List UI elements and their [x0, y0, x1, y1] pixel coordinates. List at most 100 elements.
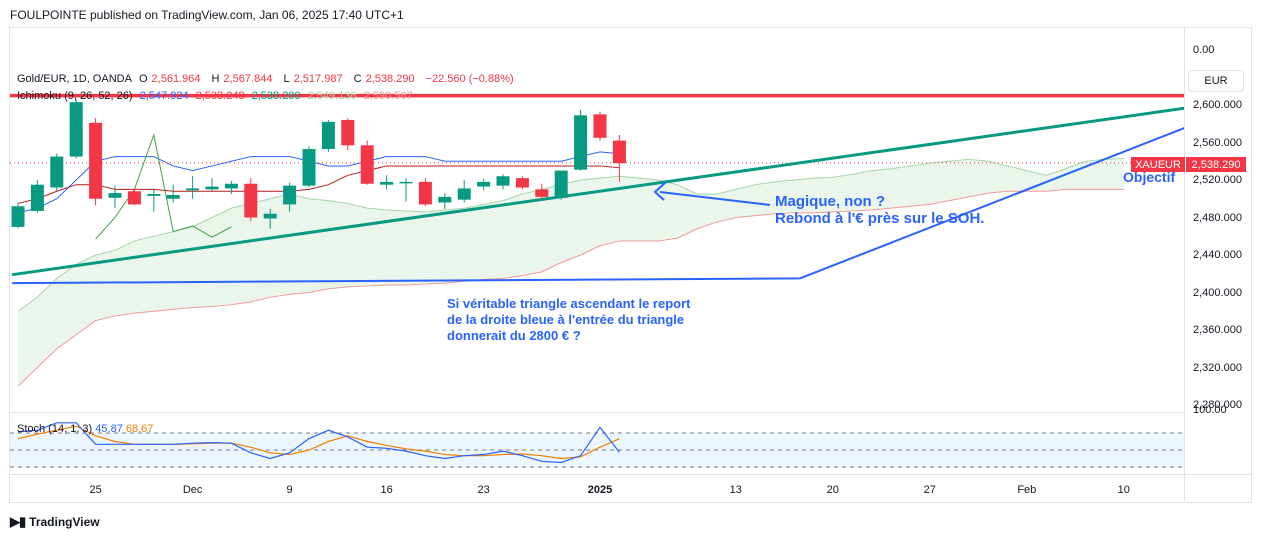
close-label: C	[353, 73, 362, 85]
time-tick-label: 25	[89, 484, 102, 496]
tv-logo-icon: ▶▮	[10, 514, 26, 529]
open-label: O	[138, 73, 148, 85]
close-value: 2,538.290	[365, 73, 415, 85]
candle-body	[11, 206, 25, 227]
candle-body	[360, 145, 374, 184]
candle-body	[321, 121, 335, 150]
ichimoku-tenkan	[17, 151, 620, 214]
candle-body	[283, 185, 297, 205]
time-tick-label: Feb	[1017, 484, 1037, 496]
price-tick-label: 2,560.000	[1193, 136, 1242, 149]
ichimoku-spana-value: 2,549.136	[307, 90, 357, 102]
ichimoku-cloud	[18, 158, 1124, 387]
time-tick-label: 27	[923, 484, 936, 496]
price-tick-label: 2,320.000	[1193, 361, 1242, 374]
candle-body	[418, 181, 432, 205]
currency-selector[interactable]: EUR	[1188, 70, 1244, 92]
candle-body	[244, 183, 258, 218]
candle-body	[515, 178, 529, 188]
stoch-tick-label: 100.00	[1193, 403, 1227, 416]
candle-body	[302, 149, 316, 186]
time-tick-label: 2025	[587, 484, 613, 496]
price-tick-label: 2,520.000	[1193, 174, 1242, 186]
ichimoku-span-b	[17, 188, 1124, 387]
candle-body	[477, 181, 491, 187]
time-tick-label: 16	[380, 484, 393, 496]
high-value: 2,567.844	[223, 73, 273, 85]
last-price-tag: 2,538.290	[1186, 157, 1246, 172]
candle-body	[69, 102, 83, 157]
candle-body	[399, 181, 413, 184]
price-tick-label: 2,360.000	[1193, 324, 1242, 336]
low-label: L	[283, 73, 290, 85]
candle-body	[224, 183, 238, 189]
stoch-k-line	[17, 422, 620, 464]
ohlc-high: H 2,567.844	[212, 73, 277, 85]
stoch-legend[interactable]: Stoch (14, 1, 3) 45.87 68.67	[17, 423, 153, 435]
candle-body	[147, 194, 161, 196]
ichimoku-lagging	[95, 133, 232, 240]
candle-body	[205, 186, 219, 190]
ichimoku-legend[interactable]: Ichimoku (9, 26, 52, 26) 2,547.924 2,533…	[17, 90, 417, 102]
publish-header: FOULPOINTE published on TradingView.com,…	[10, 8, 404, 22]
tv-brand-text: TradingView	[29, 515, 100, 529]
time-tick-label: 20	[826, 484, 839, 496]
candle-body	[496, 176, 510, 186]
annotation-objectif[interactable]: Objectif	[1123, 169, 1176, 185]
ichimoku-spanb-value: 2,590.567	[363, 90, 413, 102]
chart-frame	[9, 27, 1252, 503]
symbol-name[interactable]: Gold/EUR, 1D, OANDA	[17, 73, 132, 85]
symbol-price-tag: XAUEUR	[1131, 157, 1185, 172]
green-uptrend-trendline	[11, 106, 1184, 277]
ichimoku-tenkan-value: 2,547.924	[139, 90, 189, 102]
candle-body	[108, 193, 122, 198]
stoch-k-value: 45.87	[95, 423, 123, 435]
time-tick-label: 10	[1117, 484, 1130, 496]
price-axis-separator	[1184, 27, 1185, 503]
time-tick-label: Dec	[182, 484, 203, 496]
price-tick-label: 2,400.000	[1193, 286, 1242, 299]
candle-body	[554, 170, 568, 198]
low-value: 2,517.987	[293, 73, 343, 85]
stoch-d-value: 68.67	[125, 423, 154, 435]
annotation-magique[interactable]: Magique, non ? Rebond à l'€ près sur le …	[775, 193, 984, 227]
ichimoku-kijun-value: 2,533.248	[195, 90, 245, 102]
annotation-magique-line1: Magique, non ?	[775, 193, 885, 210]
time-axis-separator	[9, 474, 1252, 475]
price-tick-label: 2,600.000	[1193, 99, 1242, 111]
candle-body	[438, 196, 452, 203]
stoch-pane-separator	[9, 412, 1184, 413]
candle-body	[127, 191, 141, 205]
price-tick-label: 2,280.000	[1193, 399, 1242, 411]
ichimoku-span-a	[17, 157, 1124, 312]
ichimoku-kijun	[17, 165, 620, 204]
symbol-legend: Gold/EUR, 1D, OANDA O 2,561.964 H 2,567.84…	[17, 73, 518, 85]
annotation-arrowhead	[653, 181, 667, 201]
blue-base-trendline	[12, 277, 800, 285]
candle-body	[612, 140, 626, 164]
candle-body	[380, 181, 394, 185]
ichimoku-lagging-value: 2,538.290	[251, 90, 301, 102]
stoch-d-line	[17, 425, 620, 460]
time-tick-label: 23	[477, 484, 490, 496]
ohlc-close: C 2,538.290	[354, 73, 419, 85]
time-tick-label: 13	[729, 484, 742, 496]
candle-body	[30, 184, 44, 211]
candle-body	[166, 195, 180, 199]
open-value: 2,561.964	[151, 73, 201, 85]
change-value: −22.560 (−0.88%)	[425, 73, 514, 85]
candle-body	[457, 188, 471, 200]
candle-body	[341, 120, 355, 146]
ichimoku-label: Ichimoku (9, 26, 52, 26)	[17, 90, 133, 102]
candle-body	[574, 115, 588, 170]
ohlc-open: O 2,561.964	[139, 73, 205, 85]
candle-body	[50, 156, 64, 188]
price-tick-label: 2,440.000	[1193, 249, 1242, 261]
annotation-triangle[interactable]: Si véritable triangle ascendant le repor…	[447, 296, 691, 343]
price-tick-label: 0.00	[1193, 44, 1215, 56]
tradingview-logo[interactable]: ▶▮ TradingView	[10, 514, 100, 530]
candle-body	[593, 114, 607, 138]
ohlc-low: L 2,517.987	[284, 73, 347, 85]
price-tick-label: 2,480.000	[1193, 211, 1242, 224]
